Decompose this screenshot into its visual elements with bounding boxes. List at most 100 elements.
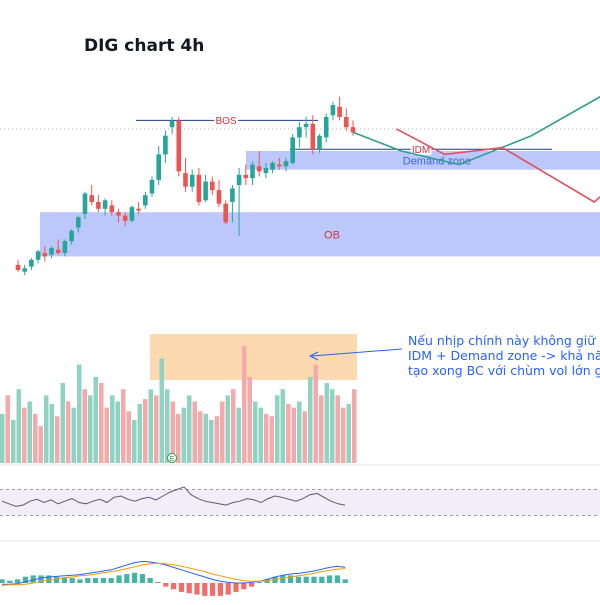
candle-body — [270, 162, 275, 170]
annotation-note: Nếu nhịp chính này không giữ đ IDM + Dem… — [408, 333, 600, 378]
note-line-3: tạo xong BC với chùm vol lớn g — [408, 363, 600, 378]
volume-bar — [16, 389, 21, 463]
macd-histogram-bar — [163, 583, 169, 587]
volume-bar — [308, 376, 313, 463]
volume-bar — [148, 389, 153, 463]
volume-bar — [110, 395, 115, 463]
candle-body — [42, 253, 48, 257]
volume-bar — [27, 401, 32, 463]
candle-body — [250, 164, 255, 179]
macd-histogram-bar — [132, 572, 138, 583]
volume-bar — [159, 358, 164, 463]
candle-body — [96, 202, 101, 209]
candle-body — [330, 105, 336, 116]
candle-body — [310, 123, 316, 150]
volume-bar — [198, 411, 203, 463]
volume-bar — [22, 407, 27, 463]
macd-histogram-bar — [342, 579, 348, 583]
macd-histogram-bar — [280, 575, 286, 583]
volume-bar — [291, 407, 296, 463]
candle-body — [297, 127, 302, 138]
volume-bar — [187, 395, 192, 463]
demand-zone-label: Demand zone — [403, 155, 472, 167]
volume-bar — [132, 419, 137, 463]
candle-body — [55, 249, 61, 253]
candle-body — [216, 190, 222, 204]
volume-bar — [176, 413, 181, 463]
volume-bar — [154, 395, 159, 463]
candle-body — [82, 193, 88, 214]
volume-bar — [11, 419, 16, 463]
volume-bar — [181, 407, 186, 463]
macd-histogram-bar — [147, 578, 153, 583]
candle-body — [169, 120, 175, 128]
candle-body — [183, 173, 188, 187]
volume-bar — [242, 346, 247, 463]
candle-body — [69, 230, 74, 242]
volume-bar — [38, 426, 43, 463]
macd-histogram-bar — [139, 574, 145, 583]
macd-histogram-bar — [241, 583, 247, 590]
candle-body — [143, 195, 148, 206]
volume-bar — [313, 364, 318, 463]
volume-bar — [165, 389, 170, 463]
candle-body — [236, 174, 242, 185]
macd-histogram-bar — [319, 576, 325, 583]
macd-histogram-bar — [171, 583, 177, 590]
macd-histogram-bar — [202, 583, 208, 596]
macd-histogram-bar — [85, 578, 91, 583]
candle-body — [109, 205, 115, 213]
candle-body — [62, 241, 68, 253]
macd-histogram-bar — [108, 578, 114, 583]
volume-bar — [71, 407, 76, 463]
volume-bar — [214, 416, 219, 463]
macd-histogram-bar — [186, 583, 192, 594]
volume-bar — [352, 389, 357, 463]
macd-histogram-bar — [77, 579, 83, 583]
candle-body — [350, 127, 356, 133]
volume-bar — [225, 395, 230, 463]
volume-bar — [319, 395, 324, 463]
macd-histogram-bar — [0, 579, 5, 583]
macd-histogram-bar — [256, 582, 262, 583]
macd-histogram-bar — [69, 578, 75, 583]
note-arrowhead — [308, 351, 319, 361]
volume-bar — [324, 383, 329, 463]
volume-bar — [137, 403, 142, 463]
macd-histogram-bar — [264, 579, 270, 583]
candle-body — [176, 120, 182, 172]
macd-histogram-bar — [61, 578, 67, 583]
volume-bar — [66, 401, 71, 463]
volume-bar — [335, 395, 340, 463]
chart-title: DIG chart 4h — [84, 36, 205, 56]
note-arrow-line — [311, 348, 403, 357]
volume-bar — [280, 389, 285, 463]
candle-body — [256, 166, 262, 172]
volume-bar — [44, 395, 49, 463]
macd-histogram-bar — [93, 578, 99, 583]
candle-body — [283, 161, 289, 167]
volume-bar — [77, 364, 82, 463]
macd-histogram-bar — [54, 576, 60, 583]
macd-histogram-bar — [210, 583, 216, 596]
volume-bar — [143, 399, 148, 463]
volume-bar — [121, 389, 126, 463]
candle-body — [303, 123, 309, 128]
volume-bar — [5, 395, 10, 463]
bearish-projection — [396, 128, 600, 203]
macd-histogram-bar — [327, 575, 333, 583]
candle-body — [210, 181, 215, 191]
candle-body — [223, 203, 228, 223]
macd-histogram-bar — [116, 575, 122, 583]
candle-body — [122, 215, 128, 221]
macd-line — [2, 560, 346, 585]
volume-bar — [253, 401, 258, 463]
macd-histogram-bar — [233, 583, 239, 592]
candle-body — [149, 179, 155, 194]
macd-histogram-bar — [311, 576, 317, 583]
rsi-line — [1, 486, 346, 507]
volume-bar — [264, 413, 269, 463]
volume-bar — [0, 413, 5, 463]
volume-bar — [60, 383, 65, 463]
